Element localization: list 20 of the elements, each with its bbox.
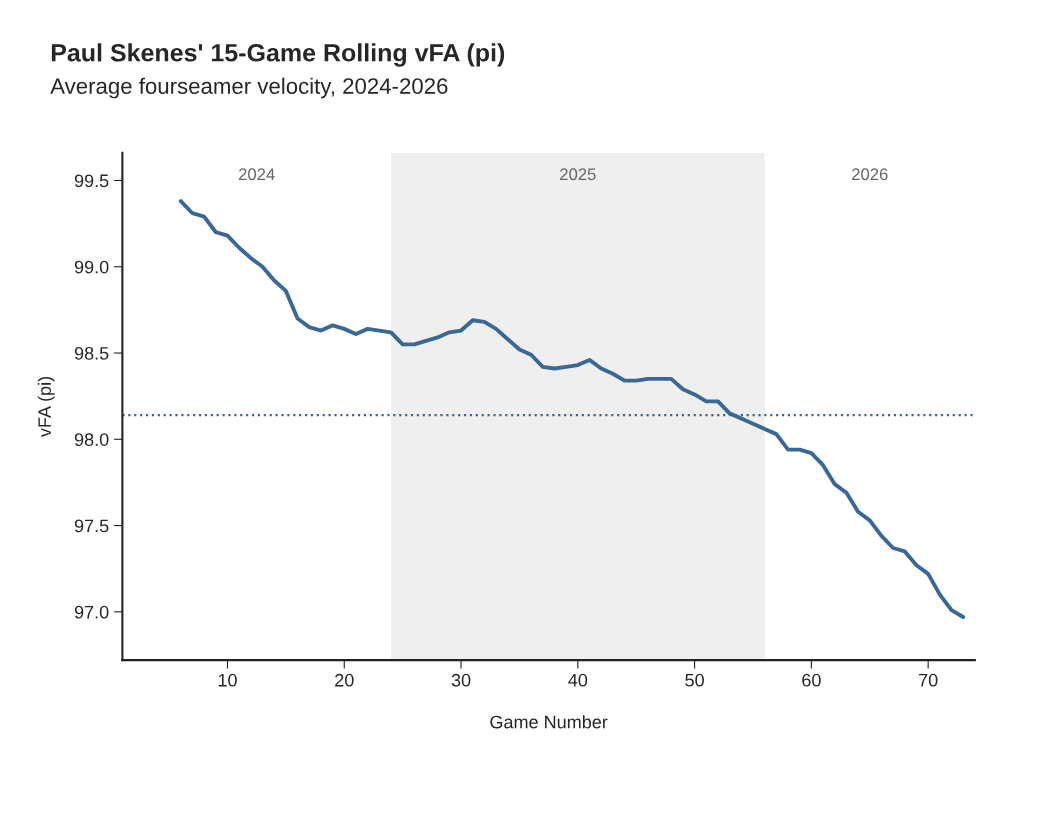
x-tick-label: 50 bbox=[685, 673, 704, 687]
y-tick-label: 99.0 bbox=[74, 260, 109, 274]
x-axis-title: Game Number bbox=[490, 715, 608, 729]
y-axis-title: vFA (pi) bbox=[37, 377, 55, 438]
band-label: 2025 bbox=[560, 168, 596, 181]
x-tick-label: 60 bbox=[802, 673, 821, 687]
y-tick-label: 98.0 bbox=[74, 433, 109, 447]
chart-subtitle: Average fourseamer velocity, 2024-2026 bbox=[50, 77, 448, 99]
x-tick-label: 10 bbox=[218, 673, 237, 687]
y-tick-label: 97.5 bbox=[74, 519, 109, 533]
y-tick-label: 97.0 bbox=[74, 605, 109, 619]
y-tick-label: 99.5 bbox=[74, 174, 109, 188]
annotation: 2024 bbox=[238, 168, 275, 181]
x-tick-label: 40 bbox=[568, 673, 588, 687]
x-tick-label: 30 bbox=[451, 673, 471, 687]
x-tick-label: 70 bbox=[919, 673, 938, 687]
chart-title: Paul Skenes' 15-Game Rolling vFA (pi) bbox=[51, 43, 505, 67]
x-tick-label: 20 bbox=[335, 673, 354, 687]
annotation: 2026 bbox=[852, 168, 888, 181]
y-tick-label: 98.5 bbox=[74, 346, 109, 360]
